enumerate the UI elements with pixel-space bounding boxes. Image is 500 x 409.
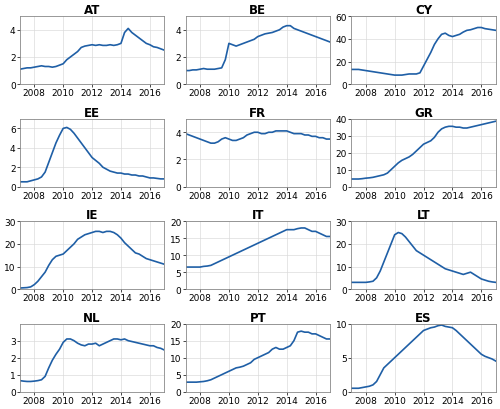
Title: IE: IE (86, 209, 99, 222)
Title: CY: CY (415, 4, 432, 17)
Title: NL: NL (84, 311, 101, 324)
Title: LT: LT (416, 209, 430, 222)
Title: GR: GR (414, 106, 433, 119)
Title: FR: FR (250, 106, 266, 119)
Title: EE: EE (84, 106, 100, 119)
Title: IT: IT (252, 209, 264, 222)
Title: PT: PT (250, 311, 266, 324)
Title: BE: BE (250, 4, 266, 17)
Title: AT: AT (84, 4, 100, 17)
Title: ES: ES (416, 311, 432, 324)
